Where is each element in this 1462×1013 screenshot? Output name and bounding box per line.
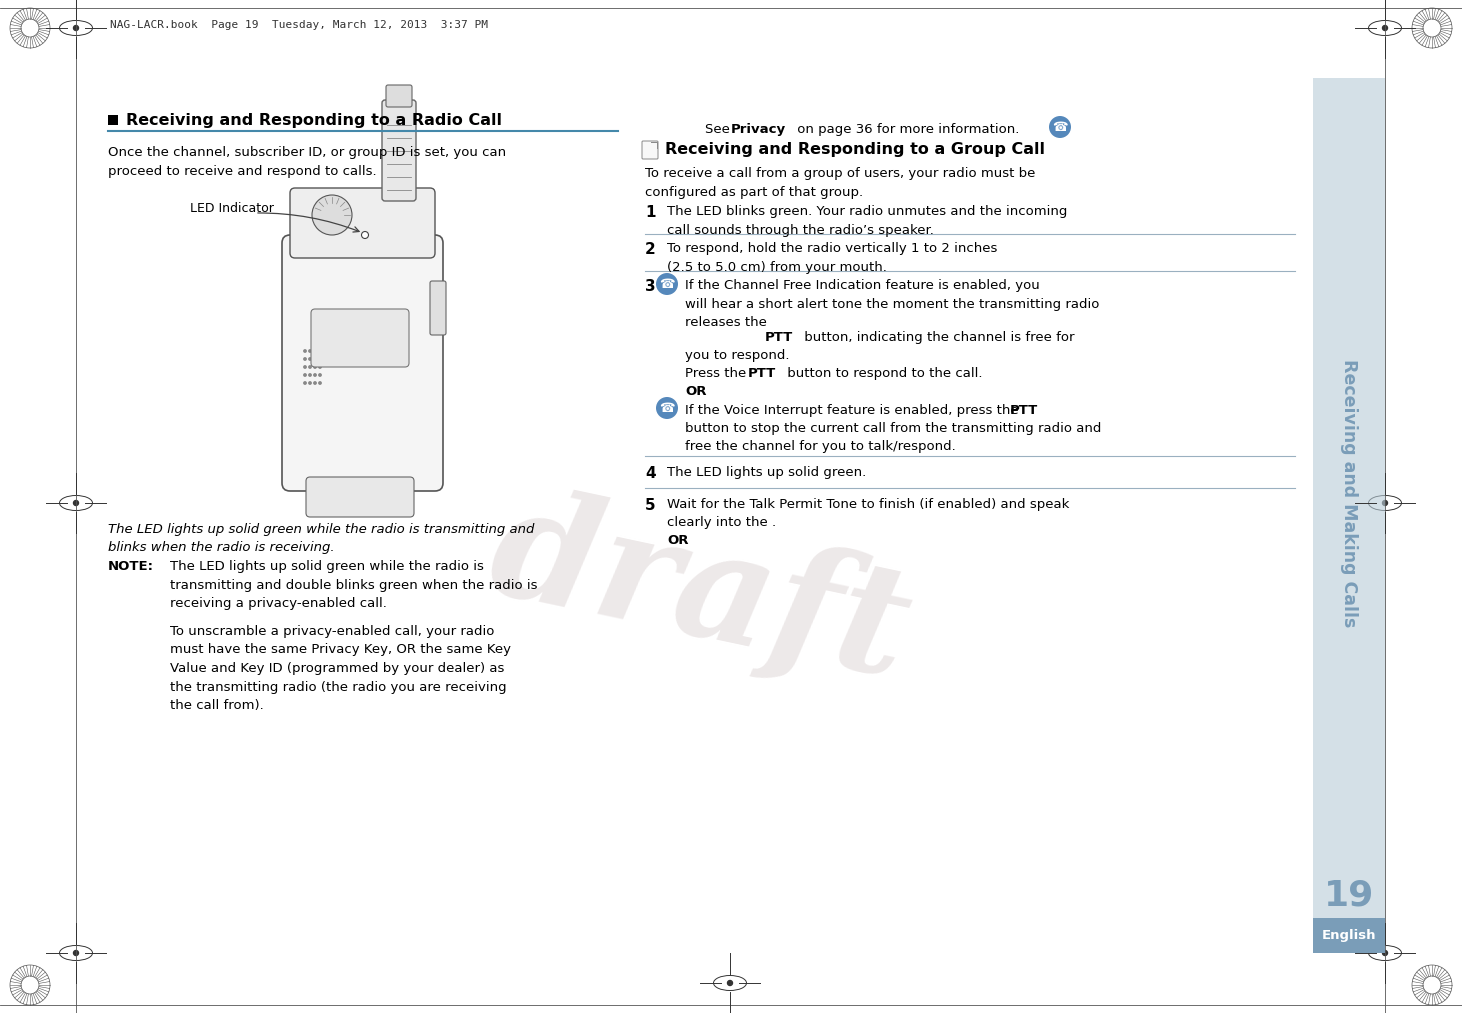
Text: ☎: ☎ (659, 278, 675, 291)
Text: Receiving and Responding to a Radio Call: Receiving and Responding to a Radio Call (126, 112, 501, 128)
FancyBboxPatch shape (289, 188, 436, 258)
Text: Wait for the Talk Permit Tone to finish (if enabled) and speak: Wait for the Talk Permit Tone to finish … (667, 498, 1069, 511)
Text: To receive a call from a group of users, your radio must be
configured as part o: To receive a call from a group of users,… (645, 167, 1035, 199)
Text: See: See (705, 123, 734, 136)
Text: English: English (1322, 929, 1376, 942)
Text: draft: draft (478, 476, 923, 710)
Text: clearly into the .: clearly into the . (667, 516, 776, 529)
Circle shape (73, 25, 79, 30)
Circle shape (304, 382, 306, 384)
Bar (108, 115, 118, 125)
Circle shape (319, 366, 322, 368)
Circle shape (314, 366, 316, 368)
Text: Once the channel, subscriber ID, or group ID is set, you can
proceed to receive : Once the channel, subscriber ID, or grou… (108, 146, 506, 177)
Text: NAG-LACR.book  Page 19  Tuesday, March 12, 2013  3:37 PM: NAG-LACR.book Page 19 Tuesday, March 12,… (110, 20, 488, 30)
Text: The LED blinks green. Your radio unmutes and the incoming
call sounds through th: The LED blinks green. Your radio unmutes… (667, 205, 1067, 236)
Circle shape (73, 950, 79, 955)
Circle shape (314, 382, 316, 384)
Text: If the Voice Interrupt feature is enabled, press the: If the Voice Interrupt feature is enable… (686, 404, 1023, 417)
Text: Press the: Press the (686, 367, 750, 380)
Bar (1313, 918, 1385, 953)
Text: LED Indicator: LED Indicator (190, 202, 273, 215)
Text: PTT: PTT (1010, 404, 1038, 417)
Bar (1313, 78, 1385, 918)
Text: OR: OR (686, 385, 706, 398)
Circle shape (319, 374, 322, 376)
Circle shape (319, 358, 322, 361)
FancyBboxPatch shape (642, 141, 658, 159)
Text: 3: 3 (645, 279, 655, 294)
Circle shape (314, 358, 316, 361)
FancyBboxPatch shape (382, 100, 417, 201)
Circle shape (656, 397, 678, 419)
Circle shape (314, 349, 316, 353)
Text: on page 36 for more information.: on page 36 for more information. (792, 123, 1019, 136)
Text: Receiving and Making Calls: Receiving and Making Calls (1341, 359, 1358, 627)
Circle shape (314, 374, 316, 376)
Text: you to respond.: you to respond. (686, 349, 789, 362)
Circle shape (304, 358, 306, 361)
Text: If the Channel Free Indication feature is enabled, you
will hear a short alert t: If the Channel Free Indication feature i… (686, 279, 1099, 329)
Text: ☎: ☎ (1053, 121, 1067, 134)
Circle shape (1050, 116, 1072, 138)
Text: button, indicating the channel is free for: button, indicating the channel is free f… (800, 331, 1075, 344)
Text: button to stop the current call from the transmitting radio and: button to stop the current call from the… (686, 422, 1101, 435)
Circle shape (304, 349, 306, 353)
Circle shape (1383, 500, 1387, 505)
Circle shape (1383, 950, 1387, 955)
Text: 19: 19 (1323, 878, 1374, 912)
Circle shape (308, 374, 311, 376)
Text: The LED lights up solid green while the radio is transmitting and
blinks when th: The LED lights up solid green while the … (108, 523, 535, 554)
Text: OR: OR (667, 534, 689, 547)
Text: 4: 4 (645, 466, 655, 481)
Circle shape (311, 194, 352, 235)
Text: 5: 5 (645, 498, 655, 513)
Circle shape (361, 232, 368, 238)
Circle shape (308, 358, 311, 361)
Text: To unscramble a privacy-enabled call, your radio
must have the same Privacy Key,: To unscramble a privacy-enabled call, yo… (170, 625, 512, 712)
FancyBboxPatch shape (306, 477, 414, 517)
Circle shape (308, 382, 311, 384)
Circle shape (656, 272, 678, 295)
Text: Privacy: Privacy (731, 123, 787, 136)
Text: NOTE:: NOTE: (108, 560, 154, 573)
Circle shape (304, 366, 306, 368)
Circle shape (73, 500, 79, 505)
Text: Receiving and Responding to a Group Call: Receiving and Responding to a Group Call (665, 142, 1045, 156)
Text: button to respond to the call.: button to respond to the call. (784, 367, 982, 380)
Text: free the channel for you to talk/respond.: free the channel for you to talk/respond… (686, 440, 956, 453)
Text: ☎: ☎ (659, 401, 675, 414)
Circle shape (308, 366, 311, 368)
FancyBboxPatch shape (311, 309, 409, 367)
Circle shape (728, 981, 732, 986)
Circle shape (319, 349, 322, 353)
FancyBboxPatch shape (282, 235, 443, 491)
Text: The LED lights up solid green while the radio is
transmitting and double blinks : The LED lights up solid green while the … (170, 560, 538, 610)
Text: 2: 2 (645, 242, 656, 257)
FancyBboxPatch shape (430, 281, 446, 335)
Text: PTT: PTT (765, 331, 794, 344)
Circle shape (319, 382, 322, 384)
Text: PTT: PTT (749, 367, 776, 380)
Circle shape (308, 349, 311, 353)
Text: 1: 1 (645, 205, 655, 220)
Circle shape (1383, 25, 1387, 30)
FancyBboxPatch shape (386, 85, 412, 107)
Circle shape (304, 374, 306, 376)
Text: The LED lights up solid green.: The LED lights up solid green. (667, 466, 867, 479)
Text: To respond, hold the radio vertically 1 to 2 inches
(2.5 to 5.0 cm) from your mo: To respond, hold the radio vertically 1 … (667, 242, 997, 274)
